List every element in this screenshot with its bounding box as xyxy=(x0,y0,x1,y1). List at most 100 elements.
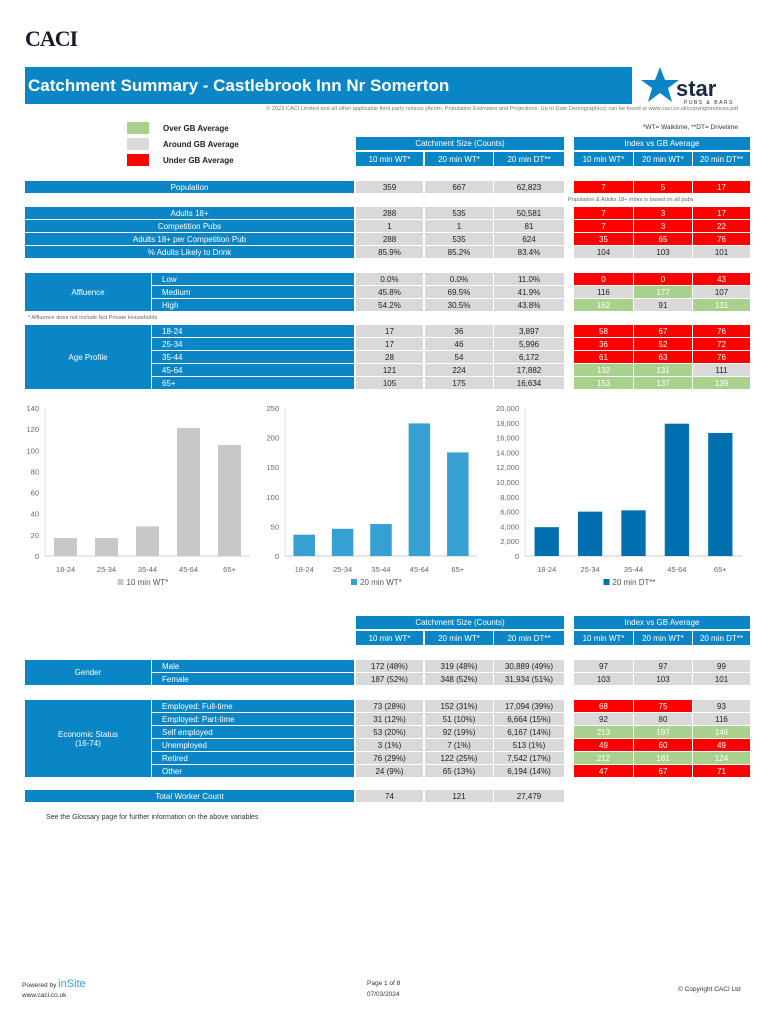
x-tick-label: 35-44 xyxy=(138,565,157,574)
index-cell: 101 xyxy=(693,673,750,685)
count-cell: 6,194 (14%) xyxy=(494,765,564,777)
bar xyxy=(447,452,469,556)
index-cell: 116 xyxy=(693,713,750,725)
x-tick-label: 25-34 xyxy=(581,565,600,574)
count-cell: 43.8% xyxy=(494,299,564,311)
count-cell: 535 xyxy=(425,233,493,245)
count-cell: 81 xyxy=(494,220,564,232)
y-tick-label: 2,000 xyxy=(500,537,519,546)
row-label: 45-64 xyxy=(152,364,354,376)
count-cell: 121 xyxy=(356,364,423,376)
index-cell: 17 xyxy=(693,207,750,219)
index-cell: 101 xyxy=(693,246,750,258)
x-tick-label: 25-34 xyxy=(333,565,352,574)
brand-sub: PUBS & BARS xyxy=(684,100,734,106)
legend-label-around: Around GB Average xyxy=(163,140,239,149)
count-cell: 36 xyxy=(425,325,493,337)
count-cell: 31 (12%) xyxy=(356,713,423,725)
index-cell: 58 xyxy=(574,325,633,337)
y-tick-label: 14,000 xyxy=(496,448,519,457)
group-label-line: Age Profile xyxy=(68,352,108,362)
legend-label: 10 min WT* xyxy=(127,578,169,587)
count-cell: 175 xyxy=(425,377,493,389)
count-cell: 30,889 (49%) xyxy=(494,660,564,672)
row-label: Total Worker Count xyxy=(25,790,354,802)
index-cell: 52 xyxy=(634,338,692,350)
count-cell: 7 (1%) xyxy=(425,739,493,751)
insite-logo: inSite xyxy=(58,978,86,990)
count-cell: 74 xyxy=(356,790,423,802)
row-label: High xyxy=(152,299,354,311)
legend-swatch-under xyxy=(127,154,149,166)
index-cell: 99 xyxy=(693,660,750,672)
index-cell: 3 xyxy=(634,220,692,232)
count-cell: 28 xyxy=(356,351,423,363)
y-tick-label: 4,000 xyxy=(500,522,519,531)
count-cell: 50,581 xyxy=(494,207,564,219)
index-cell: 91 xyxy=(634,299,692,311)
count-cell: 152 (31%) xyxy=(425,700,493,712)
footer-url[interactable]: www.caci.co.uk xyxy=(22,992,67,999)
index-cell: 124 xyxy=(693,752,750,764)
index-cell: 68 xyxy=(574,700,633,712)
count-cell: 0.0% xyxy=(356,273,423,285)
chart-20min-dt: 0 2,000 4,000 6,000 8,000 10,000 12,000 14,000 1… xyxy=(496,404,742,587)
legend-swatch xyxy=(603,579,610,585)
x-tick-label: 65+ xyxy=(451,565,464,574)
bar xyxy=(708,432,733,556)
index-cell: 212 xyxy=(574,752,633,764)
x-tick-label: 45-64 xyxy=(179,565,198,574)
bar xyxy=(331,528,354,556)
index-cell: 3 xyxy=(634,207,692,219)
x-tick-label: 35-44 xyxy=(371,565,390,574)
index-cell: 63 xyxy=(634,351,692,363)
y-tick-label: 20 xyxy=(31,531,39,540)
y-tick-label: 0 xyxy=(275,552,279,561)
count-cell: 1 xyxy=(425,220,493,232)
bar xyxy=(293,534,315,556)
y-tick-label: 8,000 xyxy=(500,493,519,502)
caci-logo: CACI xyxy=(25,26,78,51)
legend-swatch-over xyxy=(127,122,149,134)
index-cell: 103 xyxy=(634,246,692,258)
index-cell: 131 xyxy=(693,299,750,311)
group-label-line: (16-74) xyxy=(75,738,101,748)
count-cell: 73 (28%) xyxy=(356,700,423,712)
index-cell: 65 xyxy=(634,233,692,245)
group-label: Gender xyxy=(25,660,151,685)
index-cell: 104 xyxy=(574,246,633,258)
count-cell: 24 (9%) xyxy=(356,765,423,777)
row-label: Adults 18+ per Competition Pub xyxy=(25,233,354,245)
chart-20min-wt: 0 50 100 150 200 250 18-24 25-34 35-44 45-64 65+ 20… xyxy=(266,404,477,587)
count-cell: 17,882 xyxy=(494,364,564,376)
y-tick-label: 80 xyxy=(31,467,39,476)
footer-copyright: © Copyright CACI Ltd xyxy=(678,986,741,993)
top-counts-col-header: 10 min WT* xyxy=(356,152,423,166)
legend-label-under: Under GB Average xyxy=(163,156,234,165)
count-cell: 69.5% xyxy=(425,286,493,298)
powered-by: Powered by inSite xyxy=(22,978,86,990)
count-cell: 121 xyxy=(425,790,493,802)
row-label: Female xyxy=(152,673,354,685)
count-cell: 187 (52%) xyxy=(356,673,423,685)
bar xyxy=(577,511,603,556)
count-cell: 624 xyxy=(494,233,564,245)
count-cell: 288 xyxy=(356,207,423,219)
index-cell: 93 xyxy=(693,700,750,712)
bar xyxy=(218,445,241,556)
y-tick-label: 100 xyxy=(26,446,39,455)
bottom-counts-header: Catchment Size (Counts) xyxy=(356,616,564,629)
y-tick-label: 40 xyxy=(31,510,39,519)
count-cell: 62,823 xyxy=(494,181,564,193)
count-cell: 319 (48%) xyxy=(425,660,493,672)
count-cell: 17 xyxy=(356,325,423,337)
glossary-note: See the Glossary page for further inform… xyxy=(46,814,259,821)
y-tick-label: 100 xyxy=(266,493,279,502)
bar xyxy=(664,423,690,556)
group-label-line: Affluence xyxy=(71,287,105,297)
count-cell: 6,172 xyxy=(494,351,564,363)
index-cell: 5 xyxy=(634,181,692,193)
count-cell: 54.2% xyxy=(356,299,423,311)
count-cell: 513 (1%) xyxy=(494,739,564,751)
report-date: 07/03/2024 xyxy=(367,991,400,998)
